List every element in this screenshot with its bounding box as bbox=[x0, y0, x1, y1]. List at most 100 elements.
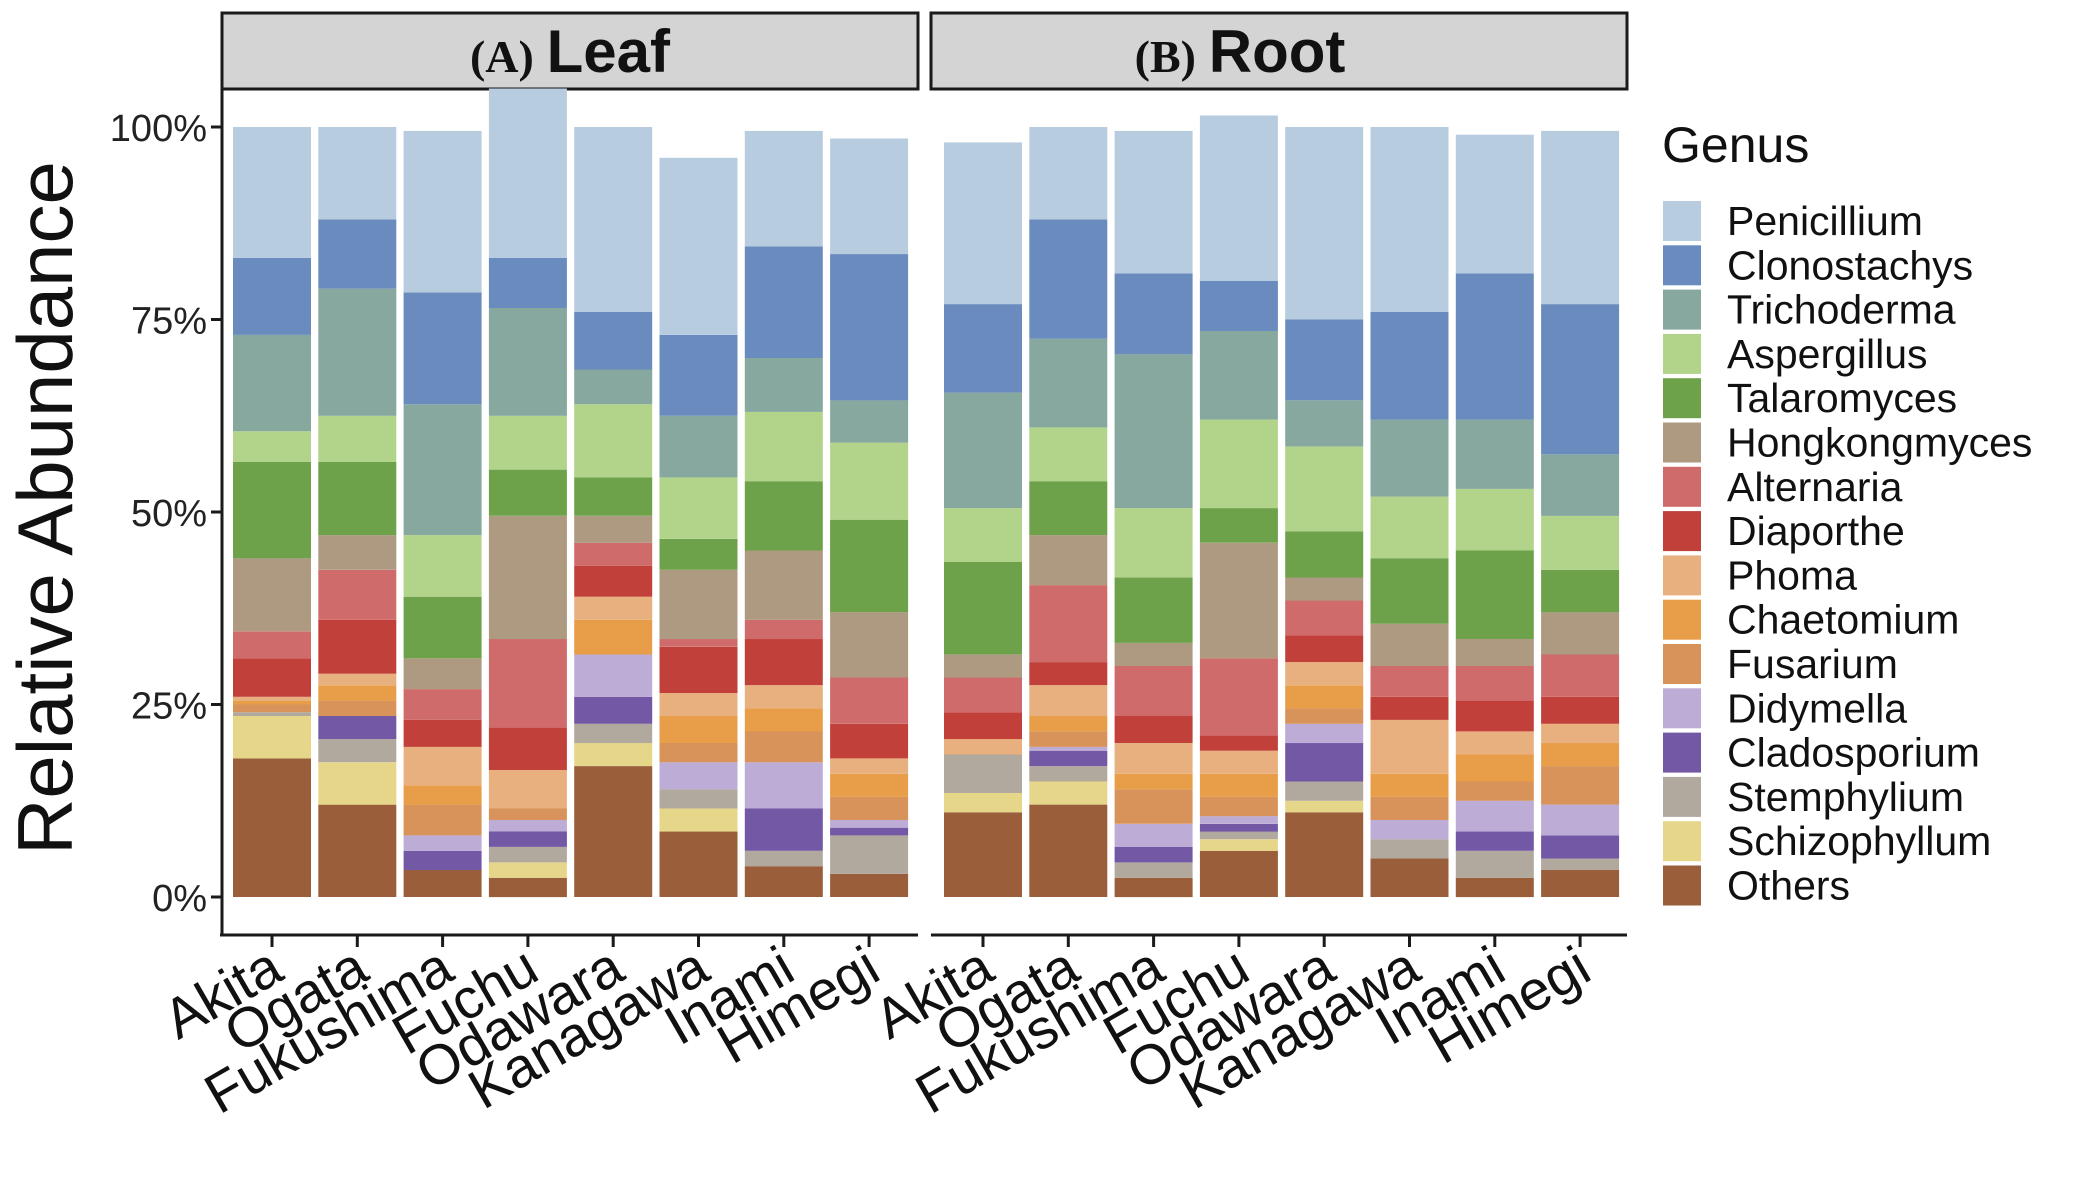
bar-segment-leaf-ogata-phoma bbox=[318, 673, 397, 686]
bar-segment-root-fuchu-cladosporium bbox=[1199, 823, 1278, 832]
bar-segment-root-fuchu-aspergillus bbox=[1199, 419, 1278, 509]
bar-segment-root-odawara-alternaria bbox=[1285, 600, 1364, 636]
bar-segment-root-ogata-clonostachys bbox=[1029, 219, 1108, 339]
legend-key-cladosporium bbox=[1663, 732, 1701, 773]
bar-segment-root-fuchu-stemphylium bbox=[1199, 831, 1278, 840]
bar-segment-root-fuchu-chaetomium bbox=[1199, 773, 1278, 797]
legend-title: Genus bbox=[1662, 117, 1809, 173]
legend-key-stemphylium bbox=[1663, 776, 1701, 817]
bar-segment-leaf-odawara-alternaria bbox=[574, 542, 653, 566]
bar-segment-leaf-kanagawa-aspergillus bbox=[659, 477, 738, 539]
y-tick-label: 100% bbox=[110, 108, 207, 150]
bar-segment-leaf-inami-chaetomium bbox=[744, 708, 823, 732]
bar-segment-leaf-ogata-cladosporium bbox=[318, 716, 397, 740]
bar-segment-root-odawara-chaetomium bbox=[1285, 685, 1364, 709]
bar-segment-root-fukushima-clonostachys bbox=[1114, 273, 1193, 355]
bar-segment-leaf-kanagawa-others bbox=[659, 831, 738, 897]
bar-segment-leaf-himegi-phoma bbox=[830, 758, 909, 774]
bar-segment-root-inami-aspergillus bbox=[1455, 488, 1534, 551]
bar-segment-leaf-ogata-alternaria bbox=[318, 569, 397, 620]
bar-segment-root-akita-aspergillus bbox=[944, 508, 1022, 562]
legend: PenicilliumClonostachysTrichodermaAsperg… bbox=[1663, 198, 2032, 909]
bar-segment-root-himegi-hongkongmyces bbox=[1541, 612, 1620, 655]
bar-segment-leaf-kanagawa-talaromyces bbox=[659, 539, 738, 570]
bar-segment-root-odawara-diaporthe bbox=[1285, 635, 1364, 663]
bar-segment-leaf-fukushima-chaetomium bbox=[403, 785, 482, 805]
legend-key-hongkongmyces bbox=[1663, 422, 1701, 463]
bar-segment-root-kanagawa-diaporthe bbox=[1370, 696, 1449, 720]
bar-segment-root-fukushima-alternaria bbox=[1114, 666, 1193, 716]
bar-segment-leaf-kanagawa-stemphylium bbox=[659, 789, 738, 809]
bar-segment-root-fuchu-talaromyces bbox=[1199, 508, 1278, 543]
legend-label-phoma: Phoma bbox=[1727, 552, 1857, 598]
bar-segment-root-kanagawa-didymella bbox=[1370, 820, 1449, 840]
bar-segment-leaf-fukushima-talaromyces bbox=[403, 596, 482, 659]
y-tick-label: 0% bbox=[152, 878, 207, 920]
bar-segment-leaf-himegi-penicillium bbox=[830, 138, 909, 254]
legend-key-alternaria bbox=[1663, 466, 1701, 507]
bar-segment-root-kanagawa-others bbox=[1370, 858, 1449, 897]
bar-segment-root-inami-diaporthe bbox=[1455, 700, 1534, 732]
bar-segment-root-kanagawa-penicillium bbox=[1370, 127, 1449, 312]
bar-segment-leaf-himegi-others bbox=[830, 873, 909, 897]
bar-segment-root-ogata-chaetomium bbox=[1029, 716, 1108, 732]
legend-label-fusarium: Fusarium bbox=[1727, 641, 1898, 687]
bar-segment-root-himegi-chaetomium bbox=[1541, 743, 1620, 767]
bar-segment-root-akita-hongkongmyces bbox=[944, 654, 1022, 678]
panel-b-strip-prefix: (B) bbox=[1135, 31, 1196, 82]
bar-segment-leaf-odawara-schizophyllum bbox=[574, 743, 653, 767]
bar-segment-root-inami-chaetomium bbox=[1455, 754, 1534, 782]
bar-segment-leaf-inami-aspergillus bbox=[744, 411, 823, 482]
bar-segment-leaf-odawara-talaromyces bbox=[574, 477, 653, 516]
bar-segment-root-himegi-trichoderma bbox=[1541, 454, 1620, 516]
panel-b-strip: (B) Root bbox=[929, 11, 1629, 91]
bar-segment-leaf-inami-trichoderma bbox=[744, 358, 823, 412]
legend-label-aspergillus: Aspergillus bbox=[1727, 331, 1928, 377]
bar-segment-root-inami-trichoderma bbox=[1455, 419, 1534, 489]
panel-b-strip-title: Root bbox=[1209, 18, 1346, 85]
bar-segment-leaf-kanagawa-schizophyllum bbox=[659, 808, 738, 832]
bar-segment-root-akita-schizophyllum bbox=[944, 793, 1022, 813]
bar-segment-leaf-fuchu-diaporthe bbox=[488, 727, 567, 770]
bar-segment-leaf-odawara-phoma bbox=[574, 596, 653, 620]
panel-b-bars bbox=[944, 115, 1620, 898]
bar-segment-root-kanagawa-clonostachys bbox=[1370, 311, 1449, 420]
bar-segment-root-himegi-didymella bbox=[1541, 804, 1620, 836]
bar-segment-leaf-akita-aspergillus bbox=[233, 431, 311, 462]
bar-segment-root-himegi-cladosporium bbox=[1541, 835, 1620, 859]
legend-label-clonostachys: Clonostachys bbox=[1727, 242, 1973, 288]
bar-segment-root-fuchu-alternaria bbox=[1199, 658, 1278, 736]
bar-segment-root-ogata-cladosporium bbox=[1029, 750, 1108, 767]
bar-segment-root-fukushima-trichoderma bbox=[1114, 354, 1193, 509]
bar-segment-root-inami-fusarium bbox=[1455, 781, 1534, 801]
bar-segment-root-ogata-fusarium bbox=[1029, 731, 1108, 747]
bar-segment-root-himegi-alternaria bbox=[1541, 654, 1620, 697]
bar-segment-leaf-kanagawa-penicillium bbox=[659, 157, 738, 335]
bar-segment-root-odawara-others bbox=[1285, 812, 1364, 897]
bar-segment-leaf-fukushima-penicillium bbox=[403, 130, 482, 293]
bar-segment-leaf-fuchu-cladosporium bbox=[488, 831, 567, 847]
bar-segment-leaf-odawara-cladosporium bbox=[574, 696, 653, 724]
legend-label-stemphylium: Stemphylium bbox=[1727, 774, 1964, 820]
bar-segment-root-kanagawa-phoma bbox=[1370, 719, 1449, 774]
bar-segment-root-fuchu-fusarium bbox=[1199, 796, 1278, 817]
bar-segment-leaf-akita-chaetomium bbox=[233, 700, 311, 705]
bar-segment-leaf-himegi-chaetomium bbox=[830, 773, 909, 797]
bar-segment-leaf-akita-stemphylium bbox=[233, 712, 311, 716]
legend-key-didymella bbox=[1663, 688, 1701, 729]
bar-segment-root-himegi-fusarium bbox=[1541, 766, 1620, 805]
bar-segment-root-himegi-phoma bbox=[1541, 723, 1620, 744]
bar-segment-root-fukushima-chaetomium bbox=[1114, 773, 1193, 790]
bar-segment-root-akita-penicillium bbox=[944, 142, 1022, 305]
bar-segment-leaf-inami-penicillium bbox=[744, 130, 823, 247]
bar-segment-leaf-ogata-clonostachys bbox=[318, 219, 397, 289]
bar-segment-root-himegi-others bbox=[1541, 870, 1620, 897]
bar-segment-root-ogata-trichoderma bbox=[1029, 338, 1108, 428]
bar-segment-root-fukushima-talaromyces bbox=[1114, 577, 1193, 643]
bar-segment-root-fuchu-penicillium bbox=[1199, 115, 1278, 281]
bar-segment-leaf-odawara-hongkongmyces bbox=[574, 515, 653, 543]
bar-segment-root-inami-others bbox=[1455, 877, 1534, 898]
bar-segment-leaf-fukushima-cladosporium bbox=[403, 850, 482, 871]
bar-segment-root-ogata-penicillium bbox=[1029, 127, 1108, 220]
